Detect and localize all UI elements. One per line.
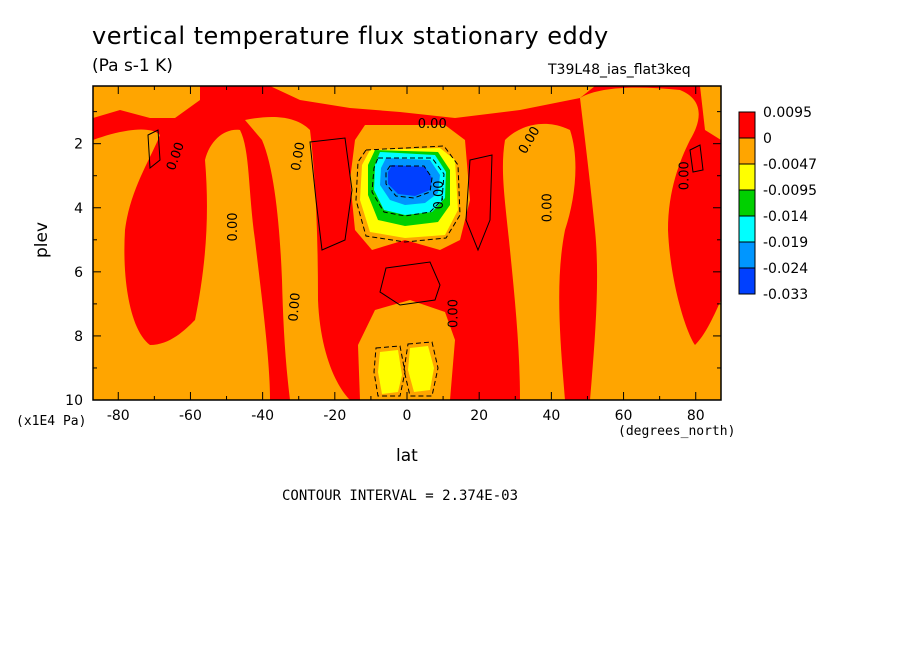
contour-label: 0.00 <box>226 213 241 242</box>
chart-title: vertical temperature flux stationary edd… <box>92 22 609 50</box>
contour-field <box>93 86 721 400</box>
x-tick-label: 80 <box>687 408 705 424</box>
legend-level-label: 0 <box>763 131 772 147</box>
legend-swatch <box>738 267 756 295</box>
negative-contour-line <box>373 345 406 397</box>
x-tick-label: 20 <box>470 408 488 424</box>
region-near-zero-west-upper <box>93 86 200 118</box>
legend-swatch <box>738 215 756 243</box>
legend-swatch <box>738 137 756 165</box>
x-axis-label: lat <box>396 446 418 466</box>
region-negative-lower-left <box>378 350 402 394</box>
region-near-zero-east-edge <box>700 86 721 140</box>
x-axis-unit: (degrees_north) <box>618 424 736 439</box>
x-tick-label: 0 <box>403 408 412 424</box>
region-near-zero-west-mid <box>245 117 350 400</box>
contour-label: 0.00 <box>677 161 692 190</box>
region-near-zero-east-broad <box>580 87 721 400</box>
legend-level-label: 0.0095 <box>763 105 812 121</box>
legend-level-label: -0.019 <box>763 235 808 251</box>
contour-line <box>379 261 441 306</box>
region-near-zero-far-west-band <box>93 129 270 400</box>
legend-level-label: -0.0047 <box>763 157 817 173</box>
x-tick-label: 60 <box>615 408 633 424</box>
contour-label: 0.00 <box>446 299 461 328</box>
legend-level-label: -0.014 <box>763 209 808 225</box>
legend-level-label: -0.024 <box>763 261 808 277</box>
region-negative-5 <box>388 165 432 196</box>
legend-level-label: -0.033 <box>763 287 808 303</box>
x-tick-label: -20 <box>323 408 346 424</box>
contour-line <box>309 137 353 251</box>
chart-units: (Pa s-1 K) <box>92 56 173 76</box>
y-tick-label: 10 <box>65 393 83 409</box>
negative-contour-line <box>355 145 461 243</box>
contour-line <box>147 129 161 169</box>
negative-contour-line <box>385 165 433 199</box>
contour-label: 0.00 <box>432 180 447 209</box>
region-negative-lower-right <box>408 346 434 392</box>
y-tick-label: 6 <box>74 265 83 281</box>
legend-swatch <box>738 111 756 139</box>
negative-contour-line <box>403 341 439 397</box>
legend-swatch <box>738 163 756 191</box>
x-tick-label: 40 <box>542 408 560 424</box>
y-tick-label: 4 <box>74 201 83 217</box>
legend-swatch <box>738 241 756 269</box>
legend-swatch <box>738 189 756 217</box>
x-axis-ticks: -80 -60 -40 -20 0 20 40 60 80 <box>107 86 705 424</box>
x-tick-label: -80 <box>107 408 130 424</box>
contour-lines <box>147 129 704 306</box>
negative-contours <box>355 145 461 397</box>
contour-label: 0.00 <box>289 141 309 172</box>
y-tick-label: 2 <box>74 137 83 153</box>
contour-label: 0.00 <box>540 193 555 222</box>
region-near-zero-east-mid <box>502 123 576 400</box>
y-axis-unit: (x1E4 Pa) <box>16 414 87 429</box>
y-tick-label: 8 <box>74 329 83 345</box>
color-legend: 0.0095 0 -0.0047 -0.0095 -0.014 -0.019 -0.024 -… <box>738 105 817 303</box>
x-tick-label: -60 <box>179 408 202 424</box>
contour-label: 0.00 <box>286 292 303 322</box>
y-axis-ticks: 2 4 6 8 10 <box>65 111 721 409</box>
x-tick-label: -40 <box>251 408 274 424</box>
contour-line <box>689 144 704 173</box>
run-id: T39L48_ias_flat3keq <box>548 62 691 78</box>
contour-interval: CONTOUR INTERVAL = 2.374E-03 <box>282 488 519 504</box>
contour-label: 0.00 <box>418 117 447 132</box>
legend-level-label: -0.0095 <box>763 183 817 199</box>
contour-line <box>465 154 493 252</box>
negative-contour-line <box>371 157 445 217</box>
region-near-zero-top-strip <box>270 86 595 118</box>
